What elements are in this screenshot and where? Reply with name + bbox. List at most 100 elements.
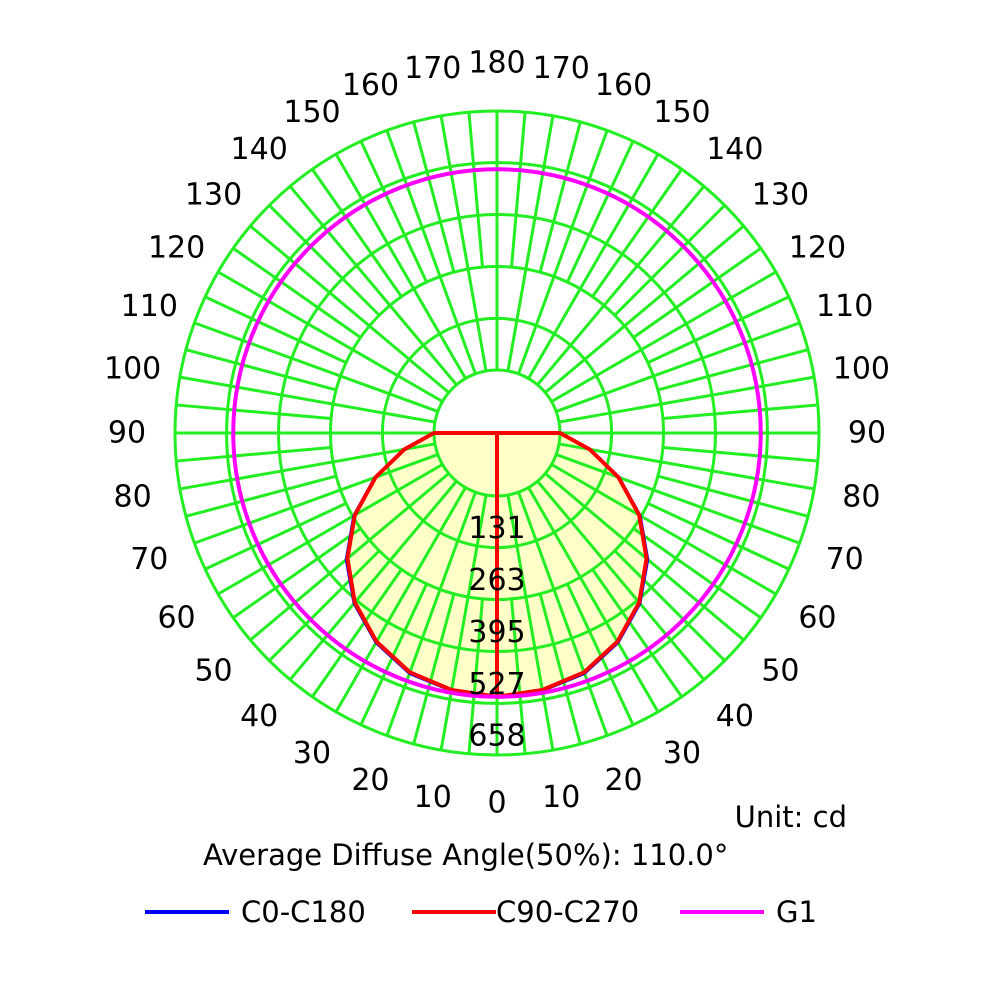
grid-spoke-75-right — [657, 474, 809, 518]
angle-tick-left-160: 160 — [342, 68, 399, 103]
grid-spoke-30-left — [334, 486, 467, 713]
angle-tick-left-10: 10 — [414, 780, 452, 815]
legend-label-g1: G1 — [776, 895, 817, 929]
angle-tick-left-40: 40 — [240, 699, 278, 734]
polar-grid — [173, 109, 821, 757]
grid-spoke-70-left — [193, 453, 439, 545]
grid-spoke-25-left — [359, 583, 428, 726]
grid-spoke-130-right — [544, 224, 745, 394]
grid-spoke-10-left — [439, 494, 488, 751]
angle-tick-left-110: 110 — [121, 289, 178, 324]
radial-tick-658: 658 — [468, 719, 525, 754]
angle-tick-left-150: 150 — [283, 95, 340, 130]
legend-swatch-c90-c270 — [412, 910, 496, 914]
angle-tick-left-30: 30 — [293, 736, 331, 771]
grid-spoke-85-left — [176, 446, 332, 463]
grid-spoke-150-right — [527, 153, 660, 380]
grid-spoke-20-right — [517, 491, 609, 737]
angle-tick-right-150: 150 — [653, 95, 710, 130]
grid-spoke-105-left — [185, 348, 337, 392]
angle-tick-right-10: 10 — [542, 780, 580, 815]
angle-tick-right-160: 160 — [595, 68, 652, 103]
grid-spoke-15-right — [538, 593, 582, 745]
angle-tick-right-20: 20 — [604, 763, 642, 798]
grid-spoke-85-right — [662, 446, 818, 463]
grid-spoke-55-left — [232, 527, 362, 619]
grid-spoke-145-right — [591, 168, 683, 298]
grid-spoke-35-left — [311, 568, 403, 698]
legend-item-c0-c180: C0-C180 — [145, 892, 366, 932]
legend-item-g1: G1 — [680, 892, 817, 932]
legend-item-c90-c270: C90-C270 — [412, 892, 639, 932]
radial-tick-395: 395 — [468, 615, 525, 650]
grid-spoke-115-right — [647, 295, 790, 364]
grid-spoke-95-left — [176, 403, 332, 420]
grid-spoke-55-right — [632, 527, 762, 619]
angle-tick-left-0: 0 — [487, 786, 506, 821]
legend-label-c90-c270: C90-C270 — [496, 895, 640, 929]
grid-spoke-155-left — [359, 140, 428, 283]
series-curves — [231, 167, 763, 699]
grid-spoke-120-right — [550, 270, 777, 403]
grid-spoke-130-left — [249, 224, 450, 394]
grid-spoke-105-right — [657, 348, 809, 392]
grid-spoke-35-right — [591, 568, 683, 698]
angle-tick-left-90: 90 — [108, 416, 146, 451]
grid-spoke-115-left — [204, 295, 347, 364]
grid-spoke-145-left — [311, 168, 403, 298]
grid-spoke-175-right — [510, 112, 527, 268]
grid-spoke-95-right — [662, 403, 818, 420]
angle-tick-right-90: 90 — [848, 416, 886, 451]
angle-tick-right-100: 100 — [833, 351, 890, 386]
grid-spoke-125-right — [632, 247, 762, 339]
grid-spoke-100-right — [558, 375, 815, 424]
unit-label: Unit: cd — [734, 800, 847, 834]
grid-spoke-135-left — [268, 204, 381, 317]
angle-tick-right-70: 70 — [826, 542, 864, 577]
angle-tick-left-120: 120 — [148, 231, 205, 266]
grid-spoke-40-right — [536, 480, 706, 681]
grid-spoke-160-right — [517, 129, 609, 375]
grid-spoke-175-left — [467, 112, 484, 268]
angle-tick-right-110: 110 — [816, 289, 873, 324]
grid-spoke-120-left — [217, 270, 444, 403]
grid-spoke-110-left — [193, 321, 439, 413]
angle-tick-left-100: 100 — [104, 351, 161, 386]
grid-spoke-5-right — [510, 598, 527, 754]
angle-tick-left-130: 130 — [185, 178, 242, 213]
angle-tick-right-120: 120 — [789, 231, 846, 266]
angle-tick-right-60: 60 — [798, 601, 836, 636]
angle-tick-left-70: 70 — [130, 542, 168, 577]
grid-spoke-70-right — [555, 453, 801, 545]
grid-spoke-110-right — [555, 321, 801, 413]
angle-tick-right-130: 130 — [752, 178, 809, 213]
grid-spoke-25-right — [566, 583, 635, 726]
series-curve-g1 — [231, 167, 763, 699]
grid-spoke-80-left — [179, 442, 436, 491]
grid-spoke-45-left — [268, 549, 381, 662]
series-curve-c90-c270 — [345, 431, 649, 699]
grid-spoke-60-right — [550, 463, 777, 596]
legend-label-c0-c180: C0-C180 — [241, 895, 366, 929]
radial-tick-527: 527 — [468, 667, 525, 702]
grid-spoke-140-right — [536, 185, 706, 386]
grid-spoke-65-right — [647, 502, 790, 571]
grid-spoke-40-left — [288, 480, 458, 681]
angle-tick-left-50: 50 — [194, 653, 232, 688]
grid-spoke-165-right — [538, 121, 582, 273]
grid-spoke-20-left — [385, 491, 477, 737]
angle-tick-labels: 0102030405060708090100110120130140150160… — [104, 46, 890, 821]
grid-spoke-165-left — [412, 121, 456, 273]
radial-tick-263: 263 — [468, 563, 525, 598]
grid-spoke-60-left — [217, 463, 444, 596]
grid-spoke-155-right — [566, 140, 635, 283]
angle-tick-right-140: 140 — [706, 132, 763, 167]
grid-spoke-125-left — [232, 247, 362, 339]
angle-tick-left-80: 80 — [114, 480, 152, 515]
legend-swatch-g1 — [680, 910, 764, 914]
grid-spoke-45-right — [613, 549, 726, 662]
angle-tick-left-20: 20 — [351, 763, 389, 798]
grid-spoke-80-right — [558, 442, 815, 491]
radial-tick-labels: 131 263 395 527 658 — [468, 511, 525, 753]
grid-spoke-170-right — [506, 115, 555, 372]
